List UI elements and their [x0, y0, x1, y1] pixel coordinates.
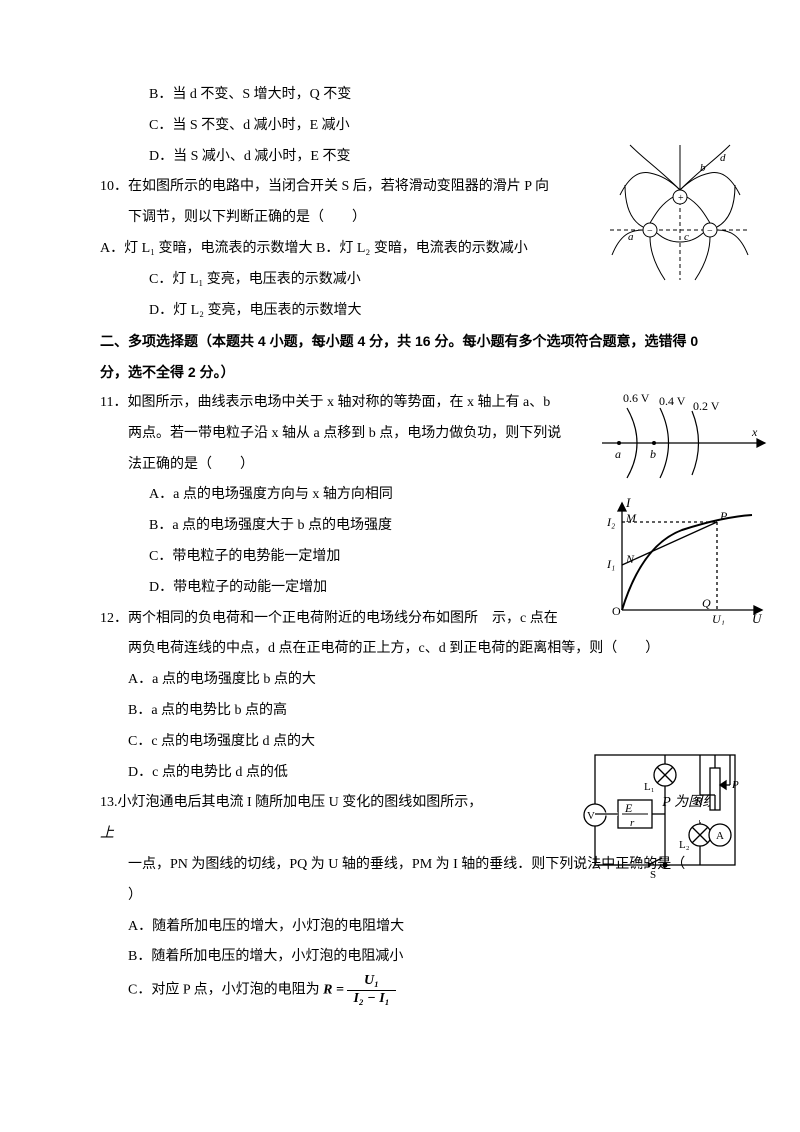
q9-B-text: 当 d 不变、S 增大时，Q 不变: [172, 87, 351, 102]
frac-num: U₁: [347, 973, 395, 991]
N-label: N: [625, 552, 635, 566]
S-label: S: [650, 869, 656, 880]
q12-B: B．a 点的电势比 b 点的高: [100, 696, 730, 727]
fieldlines-figure: + − − a b c d: [600, 135, 760, 298]
frac-den: I₂ − I₁: [347, 991, 395, 1008]
M-label: M: [625, 511, 637, 525]
section2-heading: 二、多项选择题（本题共 4 小题，每小题 4 分，共 16 分。每小题有多个选项…: [100, 326, 730, 388]
b-label: b: [650, 447, 656, 461]
I-axis: I: [625, 495, 631, 510]
P-label: P: [731, 779, 739, 791]
P-label: P: [719, 509, 728, 523]
q13-A: A．随着所加电压的增大，小灯泡的电阻增大: [100, 912, 730, 943]
x-label: x: [751, 425, 758, 439]
A-label: A: [716, 830, 724, 842]
label-c: c: [684, 231, 689, 243]
O-label: O: [612, 604, 621, 618]
Q-label: Q: [702, 596, 711, 610]
U-axis: U: [752, 611, 763, 625]
iu-curve-figure: O I U I₂ M I₁ N P U₁ Q: [602, 495, 772, 638]
q9-C-text: 当 S 不变、d 减小时，E 减小: [172, 118, 349, 133]
v06-label: 0.6 V: [623, 391, 650, 405]
I2-label: I₂: [606, 515, 615, 529]
q13-B: B．随着所加电压的增大，小灯泡的电阻减小: [100, 942, 730, 973]
minus-label-2: −: [707, 226, 713, 237]
L1-label: L₁: [644, 781, 655, 793]
r-label: r: [630, 817, 635, 829]
R-eq: R =: [323, 983, 344, 998]
v04-label: 0.4 V: [659, 394, 686, 408]
plus-label: +: [678, 193, 684, 204]
q12-stem2: 两负电荷连线的中点，d 点在正电荷的正上方，c、d 到正电荷的距离相等，则（ ）: [100, 634, 730, 665]
I1-label: I₁: [606, 557, 615, 571]
minus-label: −: [647, 226, 653, 237]
L2-label: L₂: [679, 839, 690, 851]
q12-A: A．a 点的电场强度比 b 点的大: [100, 665, 730, 696]
label-a: a: [628, 231, 634, 243]
E-label: E: [624, 801, 633, 815]
q10-D: D．灯 L₂ 变亮，电压表的示数增大: [100, 296, 730, 327]
circuit-figure: V A E r S L₁ L₂ R P: [570, 740, 750, 893]
fraction: U₁ I₂ − I₁: [347, 973, 395, 1008]
V-label: V: [587, 810, 595, 822]
U1-label: U₁: [712, 612, 725, 625]
R-label: R: [694, 794, 703, 808]
label-b: b: [700, 162, 706, 174]
a-label: a: [615, 447, 621, 461]
v02-label: 0.2 V: [693, 399, 720, 413]
q9-B: B．当 d 不变、S 增大时，Q 不变: [100, 80, 730, 111]
label-d: d: [720, 152, 726, 164]
q13-C: C．对应 P 点，小灯泡的电阻为 R = U₁ I₂ − I₁: [100, 973, 730, 1008]
equipotential-figure: 0.6 V 0.4 V 0.2 V x a b: [597, 388, 772, 496]
q9-D-text: 当 S 减小、d 减小时，E 不变: [173, 149, 350, 164]
